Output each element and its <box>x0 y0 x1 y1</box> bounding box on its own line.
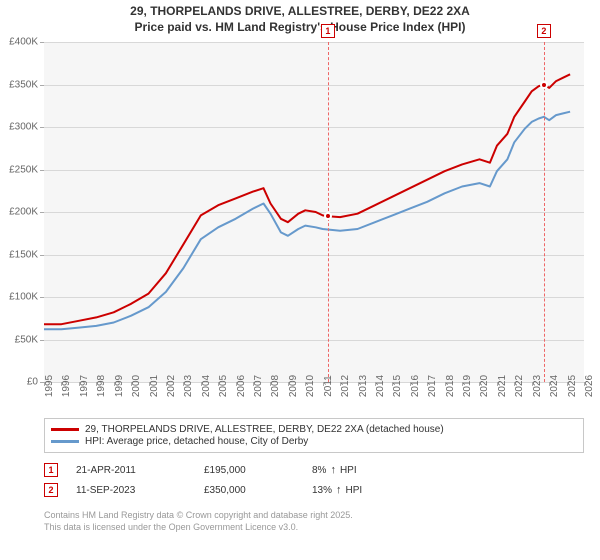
x-axis-label: 2020 <box>479 375 490 397</box>
x-axis-label: 2016 <box>410 375 421 397</box>
sale-date: 21-APR-2011 <box>76 465 186 476</box>
x-axis-label: 2012 <box>340 375 351 397</box>
sale-hpi-pct: 13% <box>312 485 332 496</box>
title-sub: Price paid vs. HM Land Registry's House … <box>0 20 600 36</box>
sales-table: 1 21-APR-2011 £195,000 8% ↑ HPI 2 11-SEP-2023 £3… <box>44 460 584 500</box>
series-price_paid <box>44 74 570 324</box>
series-svg <box>44 42 584 382</box>
ytick <box>40 340 44 341</box>
title-block: 29, THORPELANDS DRIVE, ALLESTREE, DERBY,… <box>0 0 600 37</box>
sale-hpi-label: HPI <box>346 485 363 496</box>
series-hpi <box>44 112 570 330</box>
x-axis-label: 2017 <box>427 375 438 397</box>
footer: Contains HM Land Registry data © Crown c… <box>44 510 584 533</box>
legend-item: 29, THORPELANDS DRIVE, ALLESTREE, DERBY,… <box>51 424 577 435</box>
x-axis-label: 2023 <box>532 375 543 397</box>
x-axis-label: 1996 <box>61 375 72 397</box>
sale-marker-num: 2 <box>44 483 58 497</box>
x-axis-label: 2019 <box>462 375 473 397</box>
x-axis-label: 2018 <box>445 375 456 397</box>
legend-label: 29, THORPELANDS DRIVE, ALLESTREE, DERBY,… <box>85 424 444 435</box>
sale-row: 1 21-APR-2011 £195,000 8% ↑ HPI <box>44 460 584 480</box>
ytick <box>40 297 44 298</box>
x-axis-label: 2009 <box>288 375 299 397</box>
x-axis-label: 1995 <box>44 375 55 397</box>
sale-hpi: 13% ↑ HPI <box>312 484 362 496</box>
x-axis-label: 2001 <box>149 375 160 397</box>
footer-line1: Contains HM Land Registry data © Crown c… <box>44 510 584 522</box>
ytick <box>40 212 44 213</box>
sale-price: £350,000 <box>204 485 294 496</box>
y-axis-label: £50K <box>15 334 38 345</box>
chart: £0£50K£100K£150K£200K£250K£300K£350K£400… <box>44 42 584 382</box>
legend-swatch <box>51 428 79 431</box>
y-axis-label: £100K <box>9 292 38 303</box>
y-axis-label: £0 <box>27 377 38 388</box>
footer-line2: This data is licensed under the Open Gov… <box>44 522 584 534</box>
y-axis-label: £350K <box>9 79 38 90</box>
chart-container: 29, THORPELANDS DRIVE, ALLESTREE, DERBY,… <box>0 0 600 560</box>
ytick <box>40 170 44 171</box>
x-axis-label: 2024 <box>549 375 560 397</box>
arrow-up-icon: ↑ <box>336 484 342 496</box>
x-axis-label: 1997 <box>79 375 90 397</box>
y-axis-label: £250K <box>9 164 38 175</box>
x-axis-label: 1999 <box>114 375 125 397</box>
x-axis-label: 2003 <box>183 375 194 397</box>
ytick <box>40 42 44 43</box>
sale-marker-num: 1 <box>44 463 58 477</box>
x-axis-label: 2008 <box>270 375 281 397</box>
x-axis-label: 1998 <box>96 375 107 397</box>
x-axis-label: 2022 <box>514 375 525 397</box>
marker-guideline <box>544 42 545 382</box>
x-axis-label: 2014 <box>375 375 386 397</box>
x-axis-label: 2015 <box>392 375 403 397</box>
x-axis-label: 2004 <box>201 375 212 397</box>
x-axis-label: 2000 <box>131 375 142 397</box>
arrow-up-icon: ↑ <box>330 464 336 476</box>
sale-hpi-label: HPI <box>340 465 357 476</box>
legend-swatch <box>51 440 79 443</box>
x-axis-label: 2007 <box>253 375 264 397</box>
x-axis-label: 2026 <box>584 375 595 397</box>
x-axis-label: 2010 <box>305 375 316 397</box>
ytick <box>40 127 44 128</box>
sale-row: 2 11-SEP-2023 £350,000 13% ↑ HPI <box>44 480 584 500</box>
legend: 29, THORPELANDS DRIVE, ALLESTREE, DERBY,… <box>44 418 584 453</box>
x-axis-label: 2005 <box>218 375 229 397</box>
sale-date: 11-SEP-2023 <box>76 485 186 496</box>
y-axis-label: £150K <box>9 249 38 260</box>
y-axis-label: £400K <box>9 37 38 48</box>
x-axis-label: 2025 <box>567 375 578 397</box>
x-axis-label: 2013 <box>358 375 369 397</box>
ytick <box>40 85 44 86</box>
x-axis-label: 2002 <box>166 375 177 397</box>
sale-hpi: 8% ↑ HPI <box>312 464 357 476</box>
sale-price: £195,000 <box>204 465 294 476</box>
marker-dot <box>540 81 548 89</box>
ytick <box>40 255 44 256</box>
marker-label: 1 <box>321 24 335 38</box>
x-axis-label: 2021 <box>497 375 508 397</box>
legend-item: HPI: Average price, detached house, City… <box>51 436 577 447</box>
y-axis-label: £200K <box>9 207 38 218</box>
legend-label: HPI: Average price, detached house, City… <box>85 436 308 447</box>
title-address: 29, THORPELANDS DRIVE, ALLESTREE, DERBY,… <box>0 4 600 20</box>
x-axis-label: 2006 <box>236 375 247 397</box>
marker-label: 2 <box>537 24 551 38</box>
sale-hpi-pct: 8% <box>312 465 326 476</box>
y-axis-label: £300K <box>9 122 38 133</box>
marker-dot <box>324 212 332 220</box>
